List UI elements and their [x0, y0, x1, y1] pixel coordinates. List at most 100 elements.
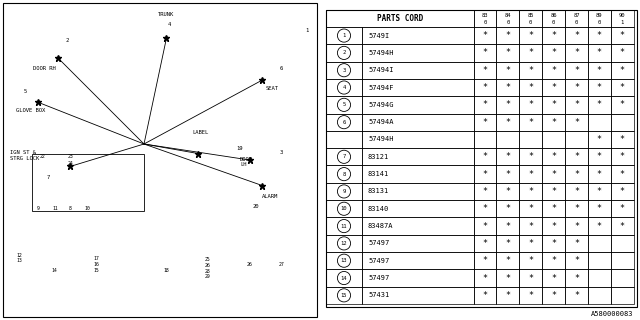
Text: *: * [574, 204, 579, 213]
Text: 3: 3 [280, 149, 284, 155]
Bar [497, 217, 519, 235]
Bar [519, 79, 542, 96]
Text: 7: 7 [46, 175, 50, 180]
Bar [326, 217, 362, 235]
Text: A580000083: A580000083 [591, 311, 634, 317]
Bar [519, 44, 542, 61]
Bar [362, 44, 474, 61]
Bar [474, 252, 497, 269]
Bar [474, 165, 497, 183]
Bar [542, 10, 565, 27]
Text: LABEL: LABEL [192, 131, 208, 135]
Bar [519, 217, 542, 235]
Text: *: * [620, 152, 625, 161]
Text: *: * [528, 221, 533, 231]
Text: *: * [620, 31, 625, 40]
Text: 84: 84 [504, 13, 511, 18]
Bar [588, 61, 611, 79]
Text: *: * [551, 204, 556, 213]
Text: 90: 90 [619, 13, 625, 18]
Text: *: * [528, 83, 533, 92]
Text: 20: 20 [253, 204, 259, 209]
Bar [362, 269, 474, 287]
Text: 1: 1 [342, 33, 346, 38]
Text: 1: 1 [621, 20, 624, 25]
Bar [362, 252, 474, 269]
Bar [474, 287, 497, 304]
Bar [326, 183, 362, 200]
Bar [611, 79, 634, 96]
Text: 87: 87 [573, 13, 580, 18]
Bar [474, 200, 497, 217]
Text: 9: 9 [342, 189, 346, 194]
Text: 57494A: 57494A [368, 119, 394, 125]
Bar [362, 114, 474, 131]
Bar [474, 10, 497, 27]
Bar [474, 79, 497, 96]
Text: *: * [597, 204, 602, 213]
Bar [542, 96, 565, 114]
Text: *: * [528, 291, 533, 300]
Bar [326, 131, 362, 148]
Bar [474, 61, 497, 79]
Bar [326, 165, 362, 183]
Text: *: * [528, 187, 533, 196]
Text: *: * [483, 100, 488, 109]
Bar [611, 131, 634, 148]
Bar [326, 61, 362, 79]
Text: ALARM: ALARM [262, 194, 278, 199]
Bar [542, 131, 565, 148]
Bar [542, 217, 565, 235]
Bar [565, 96, 588, 114]
Text: *: * [620, 221, 625, 231]
Text: *: * [551, 118, 556, 127]
Text: *: * [597, 83, 602, 92]
Text: *: * [551, 83, 556, 92]
Bar [497, 165, 519, 183]
Bar [588, 44, 611, 61]
Circle shape [337, 220, 351, 233]
Bar [519, 114, 542, 131]
Text: *: * [483, 152, 488, 161]
Text: *: * [574, 152, 579, 161]
Text: *: * [528, 48, 533, 57]
Bar [497, 148, 519, 165]
Bar [362, 96, 474, 114]
Text: *: * [506, 83, 510, 92]
Text: *: * [597, 48, 602, 57]
Bar [588, 148, 611, 165]
Text: 6: 6 [342, 120, 346, 125]
Bar [497, 200, 519, 217]
Bar [362, 287, 474, 304]
Bar [519, 183, 542, 200]
Bar [519, 131, 542, 148]
Text: *: * [506, 274, 510, 283]
Text: *: * [597, 66, 602, 75]
Text: 0: 0 [552, 20, 556, 25]
Text: *: * [528, 170, 533, 179]
Text: 22: 22 [40, 155, 45, 159]
Text: *: * [574, 83, 579, 92]
Bar [611, 61, 634, 79]
Bar [362, 200, 474, 217]
Bar [497, 183, 519, 200]
Bar [565, 131, 588, 148]
Text: *: * [551, 239, 556, 248]
Text: GLOVE BOX: GLOVE BOX [16, 108, 45, 113]
Text: *: * [574, 256, 579, 265]
Bar [519, 10, 542, 27]
Bar [565, 79, 588, 96]
Bar [362, 27, 474, 44]
Text: *: * [506, 221, 510, 231]
Bar [362, 183, 474, 200]
Text: *: * [528, 274, 533, 283]
Text: 83487A: 83487A [368, 223, 394, 229]
Circle shape [337, 81, 351, 94]
Text: 89: 89 [596, 13, 603, 18]
Bar [611, 114, 634, 131]
Bar [362, 235, 474, 252]
Bar [588, 96, 611, 114]
Bar [565, 235, 588, 252]
Text: 57497: 57497 [368, 275, 389, 281]
Bar [588, 235, 611, 252]
